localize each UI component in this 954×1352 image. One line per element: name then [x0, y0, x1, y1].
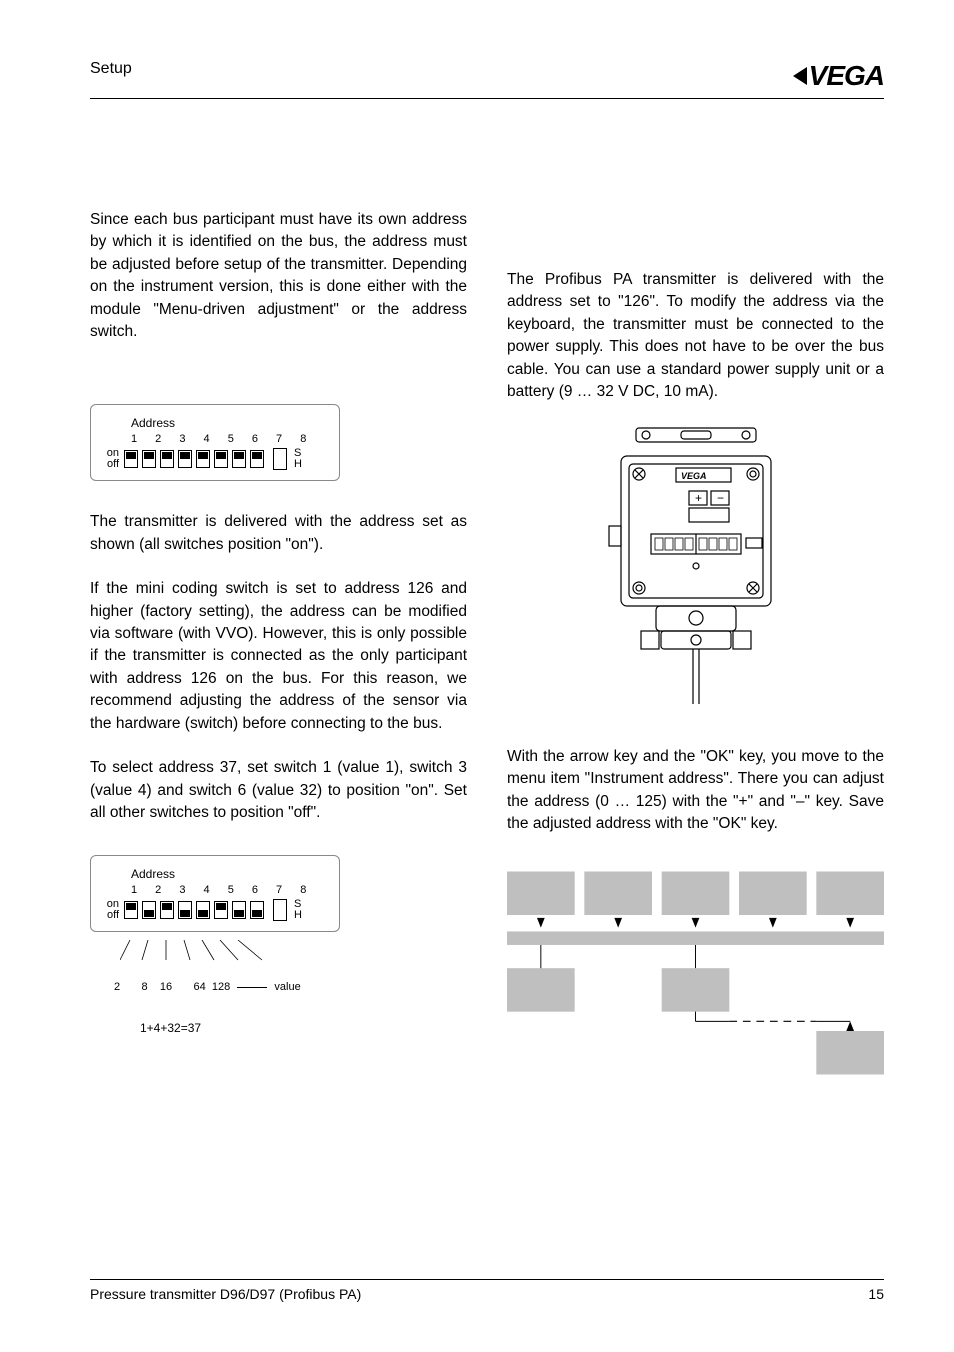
dip-switch — [124, 901, 138, 919]
dip-label: Address — [131, 415, 325, 432]
svg-text:−: − — [717, 491, 724, 505]
page-header: Setup VEGA — [90, 60, 884, 99]
dip-switch — [178, 450, 192, 468]
dip-numbers: 1 2 3 4 5 6 7 8 — [131, 883, 325, 899]
logo-triangle-icon — [793, 67, 807, 85]
sh-connector-icon — [273, 448, 287, 470]
dip-switch — [232, 450, 246, 468]
dip-switch — [160, 450, 174, 468]
dip-switch-diagram-2: Address 1 2 3 4 5 6 7 8 on off S H — [90, 855, 340, 932]
calculation-text: 1+4+32=37 — [140, 1020, 467, 1037]
dip-switch — [232, 901, 246, 919]
dip-switch — [214, 901, 228, 919]
dip-switch — [250, 901, 264, 919]
paragraph: If the mini coding switch is set to addr… — [90, 578, 467, 735]
paragraph: The Profibus PA transmitter is delivered… — [507, 269, 884, 404]
device-illustration: VEGA + − — [581, 426, 811, 706]
h-label: H — [294, 459, 302, 470]
dip-off-label: off — [101, 910, 119, 921]
dip-off-label: off — [101, 459, 119, 470]
dip-switch — [142, 450, 156, 468]
right-column: The Profibus PA transmitter is delivered… — [507, 209, 884, 1095]
value-row: 2 8 16 64 128 value — [114, 980, 467, 996]
dip-label: Address — [131, 866, 325, 883]
paragraph: To select address 37, set switch 1 (valu… — [90, 757, 467, 824]
paragraph: Since each bus participant must have its… — [90, 209, 467, 344]
dip-numbers: 1 2 3 4 5 6 7 8 — [131, 432, 325, 448]
h-label: H — [294, 910, 302, 921]
content-columns: Since each bus participant must have its… — [90, 209, 884, 1095]
left-column: Since each bus participant must have its… — [90, 209, 467, 1095]
dip-switch — [196, 901, 210, 919]
page-footer: Pressure transmitter D96/D97 (Profibus P… — [90, 1279, 884, 1302]
dip-switch — [250, 450, 264, 468]
sh-connector-icon — [273, 899, 287, 921]
dip-switch — [178, 901, 192, 919]
paragraph: With the arrow key and the "OK" key, you… — [507, 746, 884, 836]
value-2: 2 — [114, 981, 120, 993]
value-pointer-lines — [120, 942, 467, 962]
section-title: Setup — [90, 60, 132, 78]
dip-switch — [214, 450, 228, 468]
svg-text:+: + — [695, 491, 702, 505]
dip-switch — [124, 450, 138, 468]
dip-switch — [196, 450, 210, 468]
value-label: value — [274, 981, 300, 993]
dip-switch — [160, 901, 174, 919]
value-8: 8 — [142, 981, 148, 993]
logo-text: VEGA — [809, 60, 884, 92]
paragraph: The transmitter is delivered with the ad… — [90, 511, 467, 556]
dip-switch — [142, 901, 156, 919]
footer-title: Pressure transmitter D96/D97 (Profibus P… — [90, 1286, 361, 1302]
device-logo-text: VEGA — [681, 471, 707, 481]
page-number: 15 — [868, 1286, 884, 1302]
value-128: 128 — [212, 981, 230, 993]
value-64: 64 — [194, 981, 206, 993]
vega-logo: VEGA — [793, 60, 884, 92]
dip-switch-diagram-1: Address 1 2 3 4 5 6 7 8 on off S H — [90, 404, 340, 481]
value-16: 16 — [160, 981, 172, 993]
menu-tree-diagram — [507, 858, 884, 1095]
